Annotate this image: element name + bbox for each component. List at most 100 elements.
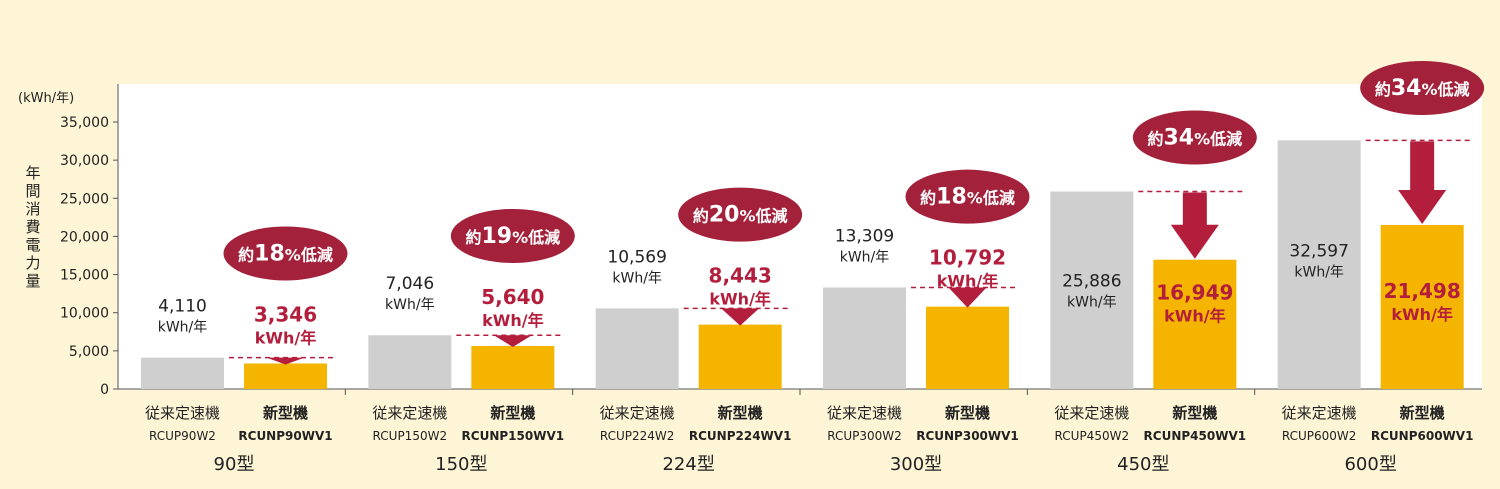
new-unit: kWh/年 <box>482 311 544 330</box>
conventional-unit: kWh/年 <box>158 320 208 336</box>
bar-new <box>1380 225 1464 389</box>
bar-new <box>244 363 327 389</box>
conventional-value: 10,569 <box>607 247 666 267</box>
reduction-badge-text: 約18%低減 <box>920 185 1015 210</box>
bar-new <box>1153 259 1237 389</box>
y-unit-label: (kWh/年) <box>18 91 74 106</box>
conventional-model: RCUP450W2 <box>1055 429 1130 443</box>
reduction-suffix: %低減 <box>967 189 1015 208</box>
group-name: 90型 <box>214 454 255 475</box>
conventional-label: 従来定速機 <box>600 404 675 422</box>
new-label: 新型機 <box>718 404 763 422</box>
new-unit: kWh/年 <box>709 290 771 309</box>
down-arrow <box>1170 192 1219 259</box>
y-tick-label: 20,000 <box>60 229 109 245</box>
conventional-unit: kWh/年 <box>1294 264 1344 280</box>
y-axis-title-char: 力 <box>25 254 40 272</box>
bar-conventional <box>1277 140 1361 389</box>
bar-conventional <box>368 335 452 389</box>
down-arrow <box>721 308 760 326</box>
reduction-badge <box>223 226 348 281</box>
group-name: 150型 <box>435 454 487 475</box>
reduction-prefix: 約 <box>465 228 481 247</box>
new-value: 8,443 <box>709 264 772 288</box>
reduction-percent: 18 <box>254 241 285 266</box>
new-value: 3,346 <box>254 302 317 326</box>
reduction-badge <box>450 208 575 263</box>
y-tick-label: 15,000 <box>60 268 109 284</box>
conventional-label: 従来定速機 <box>1054 404 1129 422</box>
bar-new <box>698 324 782 389</box>
y-axis-title-char: 費 <box>25 218 40 236</box>
reduction-prefix: 約 <box>920 189 936 208</box>
reduction-badge <box>905 169 1030 224</box>
y-tick-label: 30,000 <box>60 153 109 169</box>
y-tick-label: 35,000 <box>60 115 109 131</box>
new-unit: kWh/年 <box>255 328 317 347</box>
y-axis-title-char: 間 <box>25 182 40 200</box>
new-model: RCUNP600WV1 <box>1371 429 1474 443</box>
bar-new <box>926 306 1009 389</box>
reduction-badge-text: 約20%低減 <box>693 203 788 228</box>
down-arrow <box>948 287 987 308</box>
y-tick-label: 10,000 <box>60 306 109 322</box>
reduction-badge <box>1132 110 1257 165</box>
new-label: 新型機 <box>945 404 990 422</box>
reduction-badge-text: 約34%低減 <box>1375 76 1470 101</box>
conventional-value: 7,046 <box>385 274 434 294</box>
conventional-label: 従来定速機 <box>827 404 902 422</box>
group-name: 300型 <box>890 454 942 475</box>
new-label: 新型機 <box>490 404 535 422</box>
down-arrow <box>493 335 532 347</box>
reduction-prefix: 約 <box>1147 130 1163 149</box>
y-axis-title-char: 量 <box>25 272 40 290</box>
y-tick-label: 0 <box>100 382 109 398</box>
group-name: 450型 <box>1117 454 1169 475</box>
reduction-suffix: %低減 <box>512 228 560 247</box>
reduction-badge-text: 約18%低減 <box>238 241 333 266</box>
conventional-unit: kWh/年 <box>1067 295 1117 311</box>
reduction-percent: 19 <box>482 224 513 249</box>
group-name: 600型 <box>1344 454 1396 475</box>
new-label: 新型機 <box>1172 404 1217 422</box>
new-label: 新型機 <box>1400 404 1445 422</box>
conventional-model: RCUP224W2 <box>600 429 675 443</box>
bar-new <box>471 345 555 389</box>
reduction-badge-text: 約19%低減 <box>465 224 560 249</box>
reduction-suffix: %低減 <box>1421 80 1469 99</box>
new-model: RCUNP300WV1 <box>916 429 1019 443</box>
bar-conventional <box>141 357 224 389</box>
reduction-percent: 34 <box>1391 76 1422 101</box>
reduction-suffix: %低減 <box>739 207 787 226</box>
conventional-value: 13,309 <box>835 226 894 246</box>
reduction-badge-text: 約34%低減 <box>1147 126 1242 151</box>
reduction-percent: 34 <box>1164 126 1195 151</box>
bar-conventional <box>1050 191 1134 389</box>
conventional-model: RCUP150W2 <box>373 429 448 443</box>
reduction-percent: 18 <box>936 185 967 210</box>
conventional-label: 従来定速機 <box>372 404 447 422</box>
conventional-unit: kWh/年 <box>612 270 662 286</box>
group-name: 224型 <box>662 454 714 475</box>
conventional-model: RCUP90W2 <box>149 429 216 443</box>
new-model: RCUNP90WV1 <box>238 429 332 443</box>
conventional-value: 32,597 <box>1289 241 1348 261</box>
new-model: RCUNP450WV1 <box>1144 429 1247 443</box>
down-arrow <box>1398 141 1447 225</box>
conventional-model: RCUP600W2 <box>1282 429 1357 443</box>
reduction-prefix: 約 <box>1375 80 1391 99</box>
conventional-unit: kWh/年 <box>840 249 890 265</box>
conventional-label: 従来定速機 <box>1282 404 1357 422</box>
y-axis-title-char: 電 <box>25 236 40 254</box>
reduction-badge <box>678 187 803 242</box>
new-value: 16,949 <box>1156 281 1233 305</box>
y-tick-label: 25,000 <box>60 191 109 207</box>
conventional-model: RCUP300W2 <box>827 429 902 443</box>
y-tick-label: 5,000 <box>69 344 109 360</box>
new-model: RCUNP150WV1 <box>462 429 565 443</box>
conventional-value: 25,886 <box>1062 272 1121 292</box>
conventional-unit: kWh/年 <box>385 297 435 313</box>
bar-conventional <box>823 287 906 389</box>
reduction-percent: 20 <box>709 203 740 228</box>
